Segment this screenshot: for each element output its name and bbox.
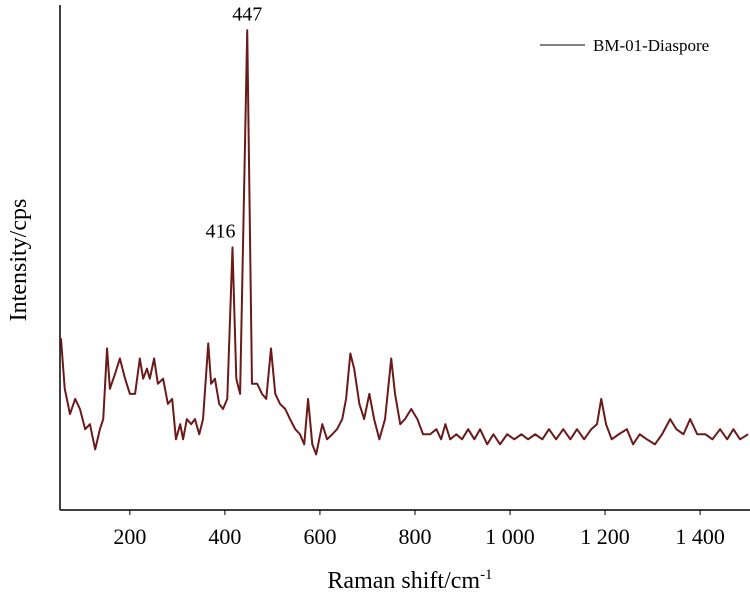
x-tick-label: 1 400 bbox=[675, 524, 725, 549]
x-axis-label-text: Raman shift/cm bbox=[327, 568, 480, 594]
peak-label: 447 bbox=[232, 3, 262, 25]
data-line bbox=[59, 29, 749, 456]
peak-label: 416 bbox=[206, 220, 236, 242]
x-tick-label: 600 bbox=[303, 524, 336, 549]
x-tick-label: 1 000 bbox=[485, 524, 535, 549]
x-tick-label: 200 bbox=[113, 524, 146, 549]
x-axis-label: Raman shift/cm-1 bbox=[327, 567, 492, 594]
x-tick-label: 400 bbox=[208, 524, 241, 549]
y-axis-label: Intensity/cps bbox=[6, 199, 32, 322]
legend-label: BM-01-Diaspore bbox=[593, 36, 709, 55]
x-axis-label-superscript: -1 bbox=[480, 567, 493, 583]
x-tick-label: 800 bbox=[398, 524, 431, 549]
x-tick-label: 1 200 bbox=[580, 524, 630, 549]
